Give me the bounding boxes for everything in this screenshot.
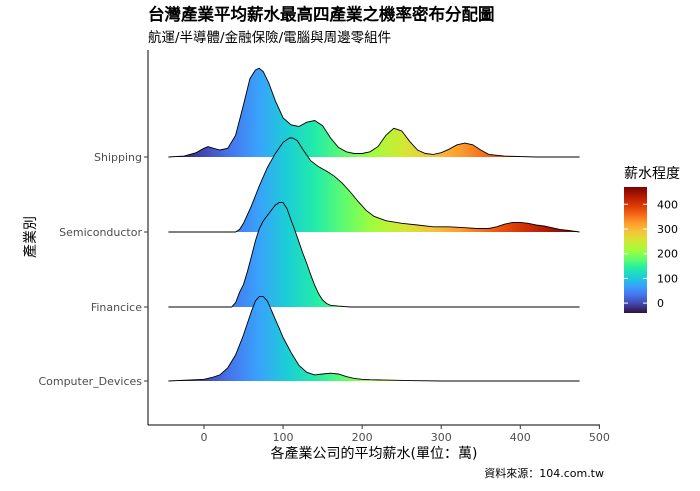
ridge-shipping [168,67,580,158]
ridge-outline [168,296,580,382]
ridge-fill [168,296,580,381]
y-axis: Shipping Semiconductor Financice Computer_D… [38,50,149,425]
x-tick-label: 500 [589,431,610,444]
chart-title: 台灣產業平均薪水最高四產業之機率密布分配圖 [148,4,495,24]
y-tick-label: Financice [91,301,142,314]
legend-tick-label: 400 [657,198,678,211]
chart-subtitle: 航運/半導體/金融保險/電腦與周邊零組件 [148,30,391,46]
plot-panel [168,67,580,382]
legend-tick-label: 300 [657,223,678,236]
legend-tick-label: 100 [657,272,678,285]
y-tick-label: Semiconductor [59,226,142,239]
x-tick-label: 0 [201,431,208,444]
ridge-computer_devices [168,296,580,382]
ridge-outline [168,202,580,308]
legend-title: 薪水程度 [624,166,680,182]
color-legend: 薪水程度 0 100 200 300 400 [624,166,680,313]
x-tick-label: 200 [352,431,373,444]
ridge-fill [168,202,580,307]
ridge-financice [168,202,580,308]
x-tick-label: 400 [510,431,531,444]
y-axis-title: 產業別 [22,216,39,258]
x-tick-label: 300 [431,431,452,444]
data-source-caption: 資料來源：104.com.tw [484,466,604,480]
x-tick-label: 100 [273,431,294,444]
ridge-outline [168,137,580,233]
x-axis: 0 100 200 300 400 500 [148,424,610,444]
ridge-semiconductor [168,137,580,233]
x-axis-title: 各產業公司的平均薪水(單位：萬) [271,445,478,462]
legend-tick-label: 200 [657,248,678,261]
ridge-outline [168,67,580,158]
y-tick-label: Computer_Devices [38,375,142,388]
legend-colorbar [624,187,647,313]
legend-tick-label: 0 [657,297,664,310]
y-tick-label: Shipping [94,151,142,164]
